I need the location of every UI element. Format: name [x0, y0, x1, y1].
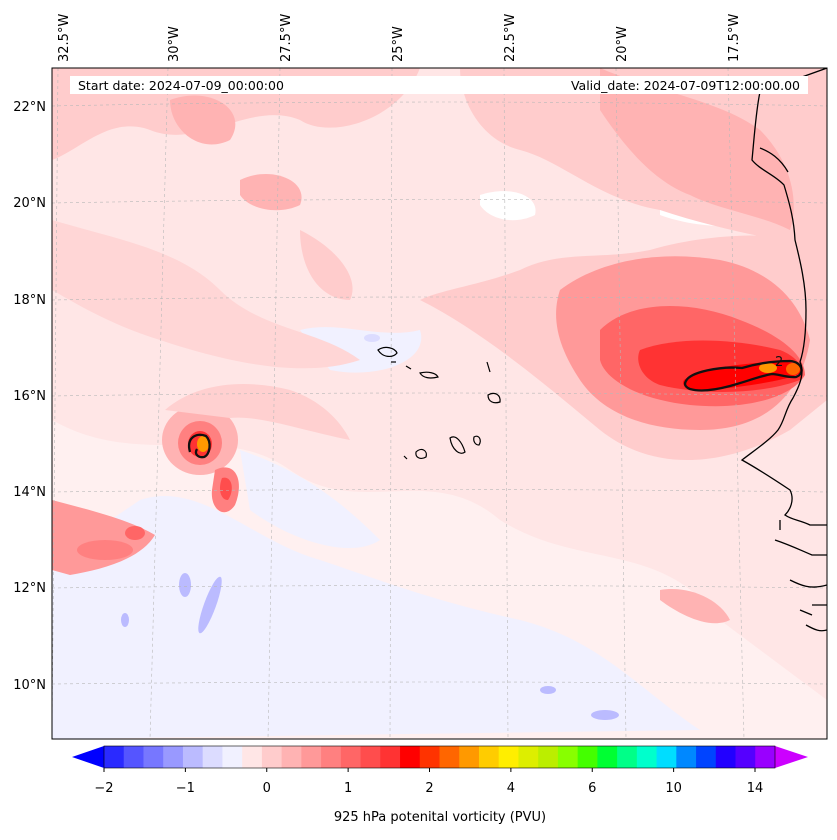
colorbar-swatch [242, 746, 263, 768]
map-border [51, 67, 828, 740]
colorbar-tick-label: 4 [507, 781, 515, 796]
colorbar-swatch [380, 746, 401, 768]
colorbar-swatch [163, 746, 184, 768]
colorbar-swatches [104, 746, 776, 768]
colorbar-swatch [400, 746, 421, 768]
colorbar-swatch [459, 746, 480, 768]
colorbar-swatch [182, 746, 204, 768]
african-coastline [740, 68, 827, 632]
colorbar: −2 −1 0 1 2 4 6 10 14 925 hPa potenital vorticit… [72, 745, 808, 825]
colorbar-swatch [715, 746, 736, 768]
colorbar-swatch [577, 746, 598, 768]
lat-label: 20°N [13, 196, 46, 211]
contour-label: 2 [775, 355, 783, 370]
cape-verde-islands [377, 346, 501, 460]
colorbar-swatch [222, 746, 243, 768]
colorbar-tick-label: −1 [176, 781, 195, 796]
lon-label: 22.5°W [503, 14, 518, 62]
colorbar-swatch [498, 746, 519, 768]
lat-label: 14°N [13, 485, 46, 500]
graticule [52, 68, 827, 739]
lon-label: 27.5°W [279, 14, 294, 62]
colorbar-swatch [617, 746, 638, 768]
lat-label: 22°N [13, 100, 46, 115]
colorbar-swatch [281, 746, 302, 768]
pv-2-contour-east [683, 359, 803, 392]
colorbar-max-extend [775, 746, 808, 768]
colorbar-swatch [104, 746, 125, 768]
lat-label: 10°N [13, 678, 46, 693]
lon-label: 20°W [615, 26, 630, 62]
colorbar-tick-label: 2 [425, 781, 433, 796]
lon-label: 17.5°W [727, 14, 742, 62]
valid-date-label: Valid_date: 2024-07-09T12:00:00.00 [571, 78, 800, 93]
colorbar-swatch [301, 746, 322, 768]
date-header-box [70, 76, 808, 94]
colorbar-min-extend [72, 746, 104, 768]
colorbar-ticks: −2 −1 0 1 2 4 6 10 14 [94, 768, 763, 796]
colorbar-swatch [676, 746, 697, 768]
colorbar-swatch [340, 746, 361, 768]
colorbar-swatch [557, 746, 579, 768]
colorbar-swatch [735, 746, 756, 768]
pv-contours [187, 359, 803, 459]
colorbar-title: 925 hPa potenital vorticity (PVU) [334, 810, 546, 825]
colorbar-swatch [321, 746, 342, 768]
lat-label: 12°N [13, 581, 46, 596]
colorbar-swatch [518, 746, 539, 768]
colorbar-swatch [538, 746, 559, 768]
longitude-labels: 32.5°W 30°W 27.5°W 25°W 22.5°W 20°W 17.5… [57, 14, 742, 62]
colorbar-swatch [755, 746, 776, 768]
colorbar-tick-label: 6 [588, 781, 596, 796]
colorbar-swatch [360, 746, 381, 768]
colorbar-swatch [143, 746, 164, 768]
colorbar-tick-label: 14 [747, 781, 764, 796]
latitude-labels: 22°N 20°N 18°N 16°N 14°N 12°N 10°N [13, 100, 46, 693]
lon-label: 25°W [391, 26, 406, 62]
lat-label: 16°N [13, 389, 46, 404]
vortex-pv-feature [162, 384, 350, 513]
colorbar-swatch [123, 746, 144, 768]
colorbar-tick-label: 10 [665, 781, 682, 796]
lon-label: 32.5°W [57, 14, 72, 62]
colorbar-swatch [478, 746, 500, 768]
colorbar-tick-label: −2 [94, 781, 113, 796]
coastal-pv-plume [420, 235, 827, 460]
colorbar-outline [103, 745, 776, 769]
colorbar-swatch [439, 746, 460, 768]
colorbar-swatch [636, 746, 657, 768]
colorbar-swatch [597, 746, 618, 768]
colorbar-swatch [202, 746, 223, 768]
colorbar-tick-label: 0 [263, 781, 271, 796]
lon-label: 30°W [167, 26, 182, 62]
pv-2-contour-vortex [187, 433, 211, 459]
colorbar-swatch [261, 746, 283, 768]
colorbar-tick-label: 1 [344, 781, 352, 796]
start-date-label: Start date: 2024-07-09_00:00:00 [78, 78, 284, 93]
lat-label: 18°N [13, 293, 46, 308]
map-area: 2 [52, 68, 827, 739]
colorbar-swatch [419, 746, 440, 768]
colorbar-swatch [696, 746, 717, 768]
colorbar-swatch [656, 746, 677, 768]
